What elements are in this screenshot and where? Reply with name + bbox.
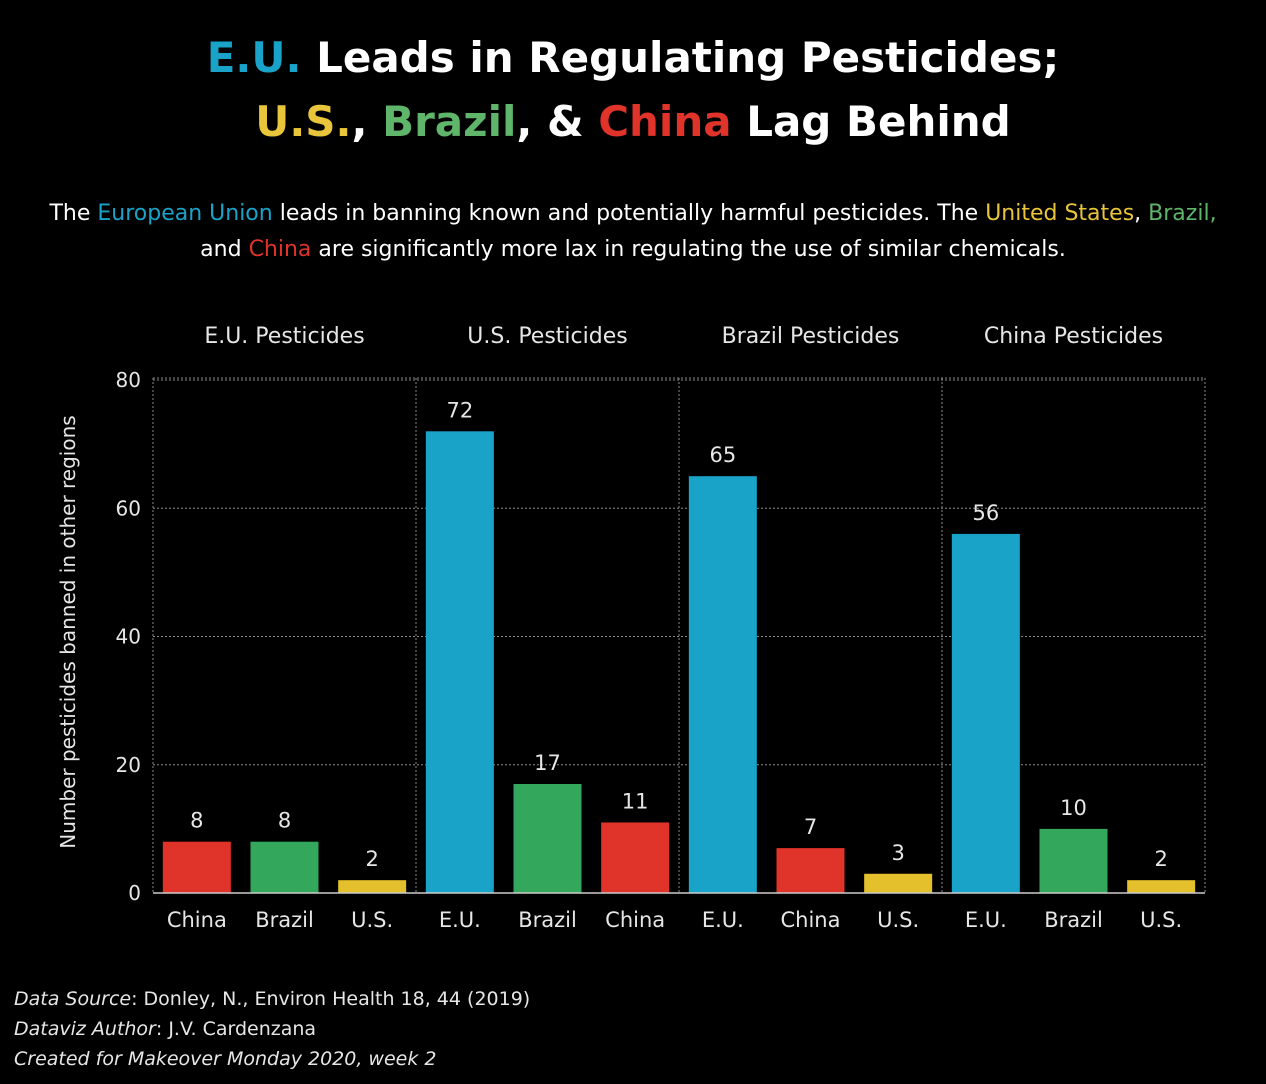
subtitle-part-1: The (49, 201, 98, 226)
data-label: 8 (278, 809, 291, 833)
subtitle-brazil: Brazil, (1148, 201, 1217, 226)
footer-created: Created for Makeover Monday 2020, week 2 (14, 1044, 530, 1074)
x-tick-label: U.S. (877, 908, 919, 932)
subtitle-part-3: , (1134, 201, 1149, 226)
x-tick-label: Brazil (255, 908, 314, 932)
data-label: 8 (190, 809, 203, 833)
footer-created-text: Created for Makeover Monday 2020, week 2 (14, 1048, 437, 1070)
bar (1039, 828, 1108, 893)
y-tick-label: 60 (116, 496, 141, 520)
data-label: 7 (804, 815, 817, 839)
data-label: 2 (365, 847, 378, 871)
data-label: 2 (1154, 847, 1167, 871)
x-tick-label: Brazil (518, 908, 577, 932)
footer-source-label: Data Source (14, 988, 132, 1010)
title-us: U.S. (255, 97, 352, 146)
subtitle-us: United States (985, 201, 1135, 226)
x-tick-label: U.S. (1140, 908, 1182, 932)
panel-title: U.S. Pesticides (467, 324, 627, 349)
subtitle-part-5: are significantly more lax in regulating… (311, 237, 1066, 262)
x-tick-label: E.U. (439, 908, 481, 932)
x-tick-label: U.S. (351, 908, 393, 932)
title-eu: E.U. (206, 33, 302, 82)
bar (601, 822, 670, 893)
y-tick-label: 40 (116, 625, 141, 649)
title-china: China (598, 97, 732, 146)
bar (250, 841, 319, 893)
bar (425, 431, 494, 893)
footer-source-value: : Donley, N., Environ Health 18, 44 (201… (131, 988, 531, 1010)
footer-author-value: : J.V. Cardenzana (155, 1018, 317, 1040)
panel-title: E.U. Pesticides (204, 324, 364, 349)
data-label: 3 (891, 841, 904, 865)
title-sep2: , & (516, 97, 599, 146)
title-sep1: , (351, 97, 383, 146)
footer-author: Dataviz Author: J.V. Cardenzana (14, 1014, 530, 1044)
subtitle-part-4: and (200, 237, 249, 262)
panel-title: China Pesticides (984, 324, 1163, 349)
data-label: 65 (709, 443, 736, 467)
y-tick-label: 0 (128, 881, 141, 905)
chart-title-line-2: U.S., Brazil, & China Lag Behind (0, 90, 1266, 154)
y-tick-label: 80 (116, 368, 141, 392)
x-tick-label: China (605, 908, 665, 932)
chart-subtitle: The European Union leads in banning know… (40, 196, 1226, 268)
data-label: 56 (972, 501, 999, 525)
subtitle-eu: European Union (97, 201, 273, 226)
data-label: 17 (534, 751, 561, 775)
x-tick-label: E.U. (965, 908, 1007, 932)
data-label: 10 (1060, 796, 1087, 820)
bar (951, 533, 1020, 893)
footer: Data Source: Donley, N., Environ Health … (14, 984, 530, 1074)
data-label: 11 (622, 789, 649, 813)
footer-source: Data Source: Donley, N., Environ Health … (14, 984, 530, 1014)
bar (1127, 880, 1196, 893)
bar (162, 841, 231, 893)
y-tick-label: 20 (116, 753, 141, 777)
subtitle-part-2: leads in banning known and potentially h… (272, 201, 986, 226)
x-tick-label: E.U. (702, 908, 744, 932)
bar (688, 476, 757, 893)
footer-author-label: Dataviz Author (14, 1018, 156, 1040)
x-tick-label: China (167, 908, 227, 932)
x-tick-label: China (781, 908, 841, 932)
x-tick-label: Brazil (1044, 908, 1103, 932)
chart-title-line-1: E.U. Leads in Regulating Pesticides; (0, 26, 1266, 90)
title-brazil: Brazil (382, 97, 517, 146)
bar (776, 848, 845, 893)
panel-title: Brazil Pesticides (722, 324, 900, 349)
title-line2-rest: Lag Behind (731, 97, 1011, 146)
title-line1-rest: Leads in Regulating Pesticides; (301, 33, 1060, 82)
data-label: 72 (446, 398, 473, 422)
subtitle-china: China (248, 237, 312, 262)
bar (338, 880, 407, 893)
bar (513, 783, 582, 893)
bar (864, 873, 933, 893)
